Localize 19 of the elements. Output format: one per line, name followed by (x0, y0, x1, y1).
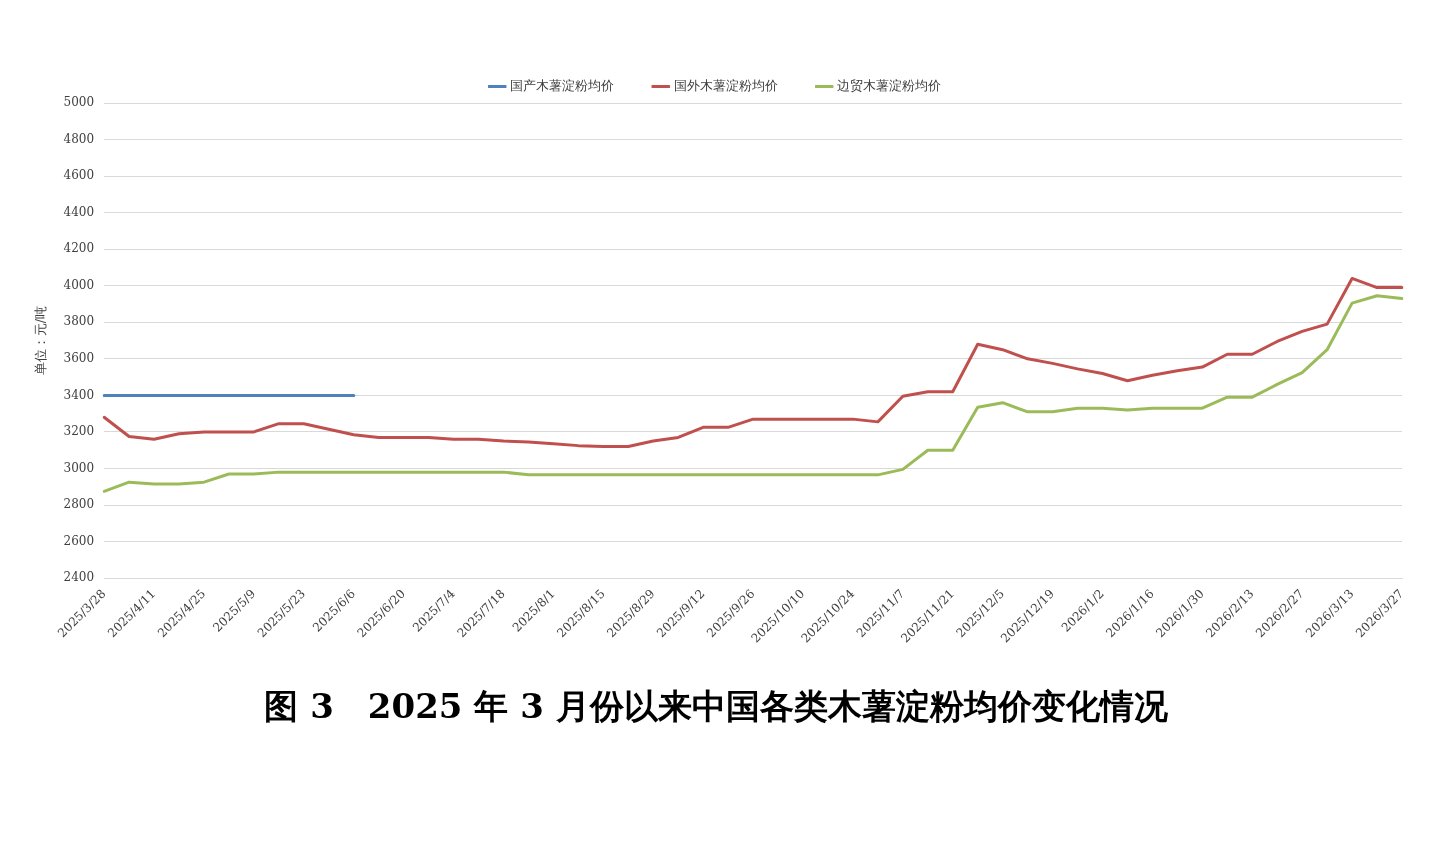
legend-label: 国外木薯淀粉均价 (673, 77, 778, 93)
y-tick-label: 2400 (63, 570, 95, 585)
y-tick-label: 3600 (63, 350, 95, 365)
y-tick-label: 4200 (63, 241, 95, 256)
y-tick-label: 4600 (63, 168, 95, 183)
y-tick-label: 2800 (63, 497, 95, 512)
legend-label: 边贸木薯淀粉均价 (837, 77, 942, 93)
y-tick-label: 5000 (63, 95, 95, 110)
y-tick-label: 3400 (63, 387, 95, 402)
y-tick-label: 3800 (63, 314, 95, 329)
y-tick-label: 3000 (63, 460, 95, 475)
y-tick-label: 2600 (63, 533, 95, 548)
text: 图 3 2025 年 3 月份以来中国各类木薯淀粉均价变化情况 (264, 686, 1169, 727)
y-tick-label: 3200 (63, 424, 95, 439)
y-tick-label: 4400 (63, 204, 95, 219)
legend-label: 国产木薯淀粉均价 (510, 77, 615, 93)
y-axis-title: 单位：元/吨 (33, 305, 49, 376)
y-tick-label: 4000 (63, 277, 95, 292)
y-tick-label: 4800 (63, 131, 95, 146)
